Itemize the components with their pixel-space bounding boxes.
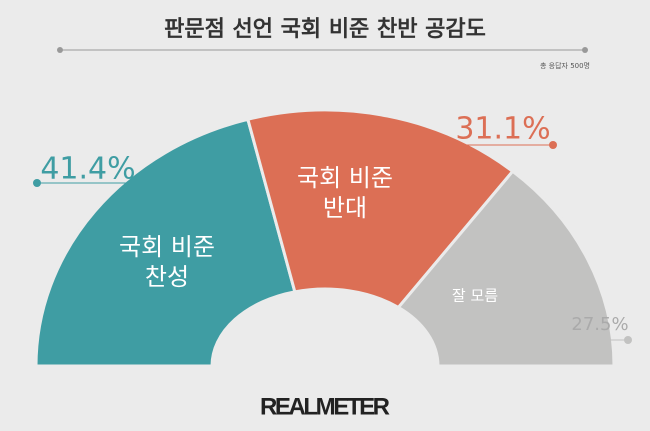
category-label: 국회 비준 찬성 bbox=[119, 233, 215, 291]
segment bbox=[34, 117, 297, 368]
value-label: 31.1% bbox=[455, 112, 550, 147]
subtitle: 총 응답자 500명 bbox=[540, 61, 590, 70]
segment bbox=[396, 169, 616, 368]
leader-dot bbox=[624, 336, 632, 344]
leader-dot bbox=[549, 141, 557, 149]
brand: REALMETER bbox=[260, 393, 390, 420]
value-label: 41.4% bbox=[40, 152, 135, 187]
rule-dot bbox=[57, 47, 63, 53]
chart-title: 판문점 선언 국회 비준 찬반 공감도 bbox=[164, 17, 486, 42]
leader-dot bbox=[33, 179, 41, 187]
category-label: 국회 비준 반대 bbox=[297, 164, 393, 222]
segment bbox=[246, 108, 515, 310]
rule-dot bbox=[582, 47, 588, 53]
value-label: 27.5% bbox=[571, 314, 628, 335]
category-label: 잘 모름 bbox=[451, 286, 499, 305]
